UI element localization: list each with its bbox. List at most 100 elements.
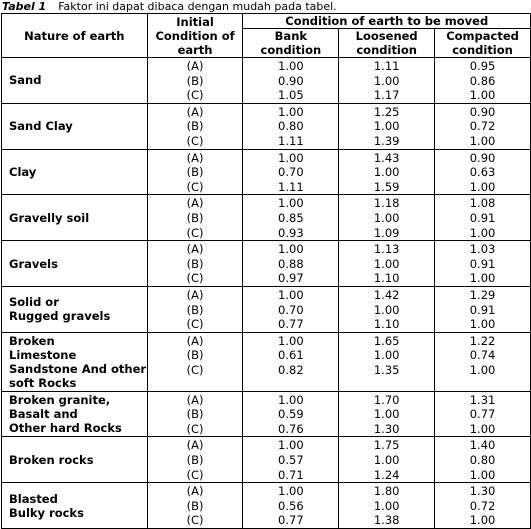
- cell-compacted-values: 1.30 0.72 1.00: [469, 484, 496, 528]
- cell-bank-values: 1.00 0.80 1.11: [278, 104, 304, 148]
- cell-initial-values: (A) (B) (C): [186, 59, 204, 103]
- row-name-text: Gravels: [9, 256, 58, 271]
- row-name: Gravels: [1, 240, 148, 287]
- cell-bank-values: 1.00 0.70 0.77: [278, 287, 304, 332]
- cell-compacted: 1.30 0.72 1.00: [434, 482, 531, 529]
- row-name: Sand Clay: [1, 102, 148, 150]
- row-name: Sand: [1, 57, 148, 104]
- cell-loosened: 1.70 1.00 1.30: [338, 390, 436, 438]
- cell-initial: (A) (B) (C): [146, 390, 244, 438]
- cell-compacted-values: 1.31 0.77 1.00: [469, 392, 496, 436]
- cell-bank: 1.00 0.56 0.77: [242, 482, 340, 529]
- cell-initial: (A) (B) (C): [146, 436, 244, 484]
- caption-label: Tabel 1: [2, 0, 47, 13]
- row-name: Solid or Rugged gravels: [1, 285, 148, 333]
- caption-text: Faktor ini dapat dibaca dengan mudah pad…: [58, 0, 337, 13]
- row-name-text: Solid or Rugged gravels: [9, 295, 111, 324]
- cell-loosened-values: 1.43 1.00 1.59: [373, 150, 400, 194]
- cell-compacted: 0.90 0.63 1.00: [434, 148, 531, 196]
- cell-bank-values: 1.00 0.85 0.93: [278, 196, 304, 240]
- cell-initial: (A) (B) (C): [146, 240, 244, 287]
- cell-bank: 1.00 0.70 1.11: [242, 148, 340, 196]
- cell-initial: (A) (B) (C): [146, 148, 244, 196]
- cell-loosened: 1.11 1.00 1.17: [338, 57, 436, 104]
- cell-loosened: 1.80 1.00 1.38: [338, 482, 436, 529]
- cell-bank: 1.00 0.90 1.05: [242, 57, 340, 104]
- cell-compacted: 1.40 0.80 1.00: [434, 436, 531, 484]
- cell-bank: 1.00 0.88 0.97: [242, 240, 340, 287]
- cell-bank: 1.00 0.61 0.82: [242, 331, 340, 392]
- cell-initial: (A) (B) (C): [146, 482, 244, 529]
- cell-compacted: 1.08 0.91 1.00: [434, 194, 531, 242]
- cell-loosened-values: 1.42 1.00 1.10: [373, 287, 400, 332]
- table-row: Gravelly soil (A) (B) (C) 1.00 0.85 0.93 1.…: [1, 194, 531, 242]
- cell-initial-values: (A) (B) (C): [186, 392, 204, 436]
- row-name: Blasted Bulky rocks: [1, 482, 148, 529]
- cell-initial-values: (A) (B) (C): [186, 196, 204, 240]
- table-row: Gravels (A) (B) (C) 1.00 0.88 0.97 1.13 1.0…: [1, 240, 531, 287]
- cell-compacted-values: 1.08 0.91 1.00: [469, 196, 496, 240]
- cell-loosened-values: 1.80 1.00 1.38: [373, 484, 400, 528]
- cell-initial-values: (A) (B) (C): [186, 438, 204, 482]
- cell-initial-values: (A) (B) (C): [186, 104, 204, 148]
- cell-compacted-values: 1.29 0.91 1.00: [469, 287, 496, 332]
- cell-bank-values: 1.00 0.56 0.77: [278, 484, 304, 528]
- row-name-text: Sand: [9, 73, 42, 88]
- cell-bank-values: 1.00 0.59 0.76: [278, 392, 304, 436]
- cell-bank: 1.00 0.80 1.11: [242, 102, 340, 150]
- cell-initial: (A) (B) (C): [146, 285, 244, 333]
- cell-bank-values: 1.00 0.70 1.11: [278, 150, 304, 194]
- cell-loosened: 1.25 1.00 1.39: [338, 102, 436, 150]
- cell-loosened-values: 1.65 1.00 1.35: [373, 333, 400, 377]
- cell-loosened: 1.42 1.00 1.10: [338, 285, 436, 333]
- row-name-text: Sand Clay: [9, 119, 73, 134]
- header-condition-group: Condition of earth to be moved: [242, 13, 531, 29]
- row-name: Broken granite, Basalt and Other hard Ro…: [1, 390, 148, 438]
- cell-loosened-values: 1.13 1.00 1.10: [373, 242, 400, 286]
- row-name-text: Broken rocks: [9, 452, 94, 467]
- cell-loosened: 1.13 1.00 1.10: [338, 240, 436, 287]
- table-row: Clay (A) (B) (C) 1.00 0.70 1.11 1.43 1.00 1…: [1, 148, 531, 196]
- cell-bank: 1.00 0.59 0.76: [242, 390, 340, 438]
- cell-loosened-values: 1.18 1.00 1.09: [373, 196, 400, 240]
- row-name: Broken rocks: [1, 436, 148, 484]
- cell-compacted: 1.03 0.91 1.00: [434, 240, 531, 287]
- cell-compacted-values: 0.95 0.86 1.00: [469, 59, 496, 103]
- header-compacted-condition: Compacted condition: [434, 28, 531, 58]
- table-row: Sand (A) (B) (C) 1.00 0.90 1.05 1.11 1.00 1…: [1, 57, 531, 104]
- cell-bank: 1.00 0.70 0.77: [242, 285, 340, 333]
- table-row: Broken rocks (A) (B) (C) 1.00 0.57 0.71 1.7…: [1, 436, 531, 484]
- cell-compacted: 0.95 0.86 1.00: [434, 57, 531, 104]
- row-name-text: Gravelly soil: [9, 210, 90, 225]
- cell-loosened: 1.43 1.00 1.59: [338, 148, 436, 196]
- cell-bank-values: 1.00 0.57 0.71: [278, 438, 304, 482]
- row-name: Broken Limestone Sandstone And other sof…: [1, 331, 148, 392]
- table-caption: Tabel 1 Faktor ini dapat dibaca dengan mu…: [2, 0, 337, 13]
- cell-compacted: 1.29 0.91 1.00: [434, 285, 531, 333]
- cell-loosened-values: 1.25 1.00 1.39: [373, 104, 400, 148]
- row-name: Clay: [1, 148, 148, 196]
- table-row: Blasted Bulky rocks (A) (B) (C) 1.00 0.56 …: [1, 482, 531, 529]
- table-row: Solid or Rugged gravels (A) (B) (C) 1.00 0…: [1, 285, 531, 333]
- header-initial-condition: Initial Condition of earth: [146, 13, 244, 58]
- cell-loosened-values: 1.75 1.00 1.24: [373, 438, 400, 482]
- cell-initial: (A) (B) (C): [146, 331, 244, 392]
- cell-loosened: 1.18 1.00 1.09: [338, 194, 436, 242]
- header-bank-condition: Bank condition: [242, 28, 340, 58]
- cell-initial-values: (A) (B) (C): [186, 150, 204, 194]
- earth-factor-table: Nature of earth Initial Condition of ear…: [1, 13, 531, 529]
- cell-loosened: 1.75 1.00 1.24: [338, 436, 436, 484]
- cell-initial: (A) (B) (C): [146, 102, 244, 150]
- cell-compacted-values: 1.40 0.80 1.00: [469, 438, 496, 482]
- cell-loosened: 1.65 1.00 1.35: [338, 331, 436, 392]
- cell-compacted: 0.90 0.72 1.00: [434, 102, 531, 150]
- cell-initial: (A) (B) (C): [146, 194, 244, 242]
- cell-bank: 1.00 0.85 0.93: [242, 194, 340, 242]
- row-name: Gravelly soil: [1, 194, 148, 242]
- cell-bank: 1.00 0.57 0.71: [242, 436, 340, 484]
- header-nature-of-earth: Nature of earth: [1, 13, 148, 58]
- cell-bank-values: 1.00 0.90 1.05: [278, 59, 304, 103]
- row-name-text: Broken granite, Basalt and Other hard Ro…: [9, 393, 122, 436]
- cell-bank-values: 1.00 0.61 0.82: [278, 333, 304, 377]
- cell-initial-values: (A) (B) (C): [186, 333, 204, 377]
